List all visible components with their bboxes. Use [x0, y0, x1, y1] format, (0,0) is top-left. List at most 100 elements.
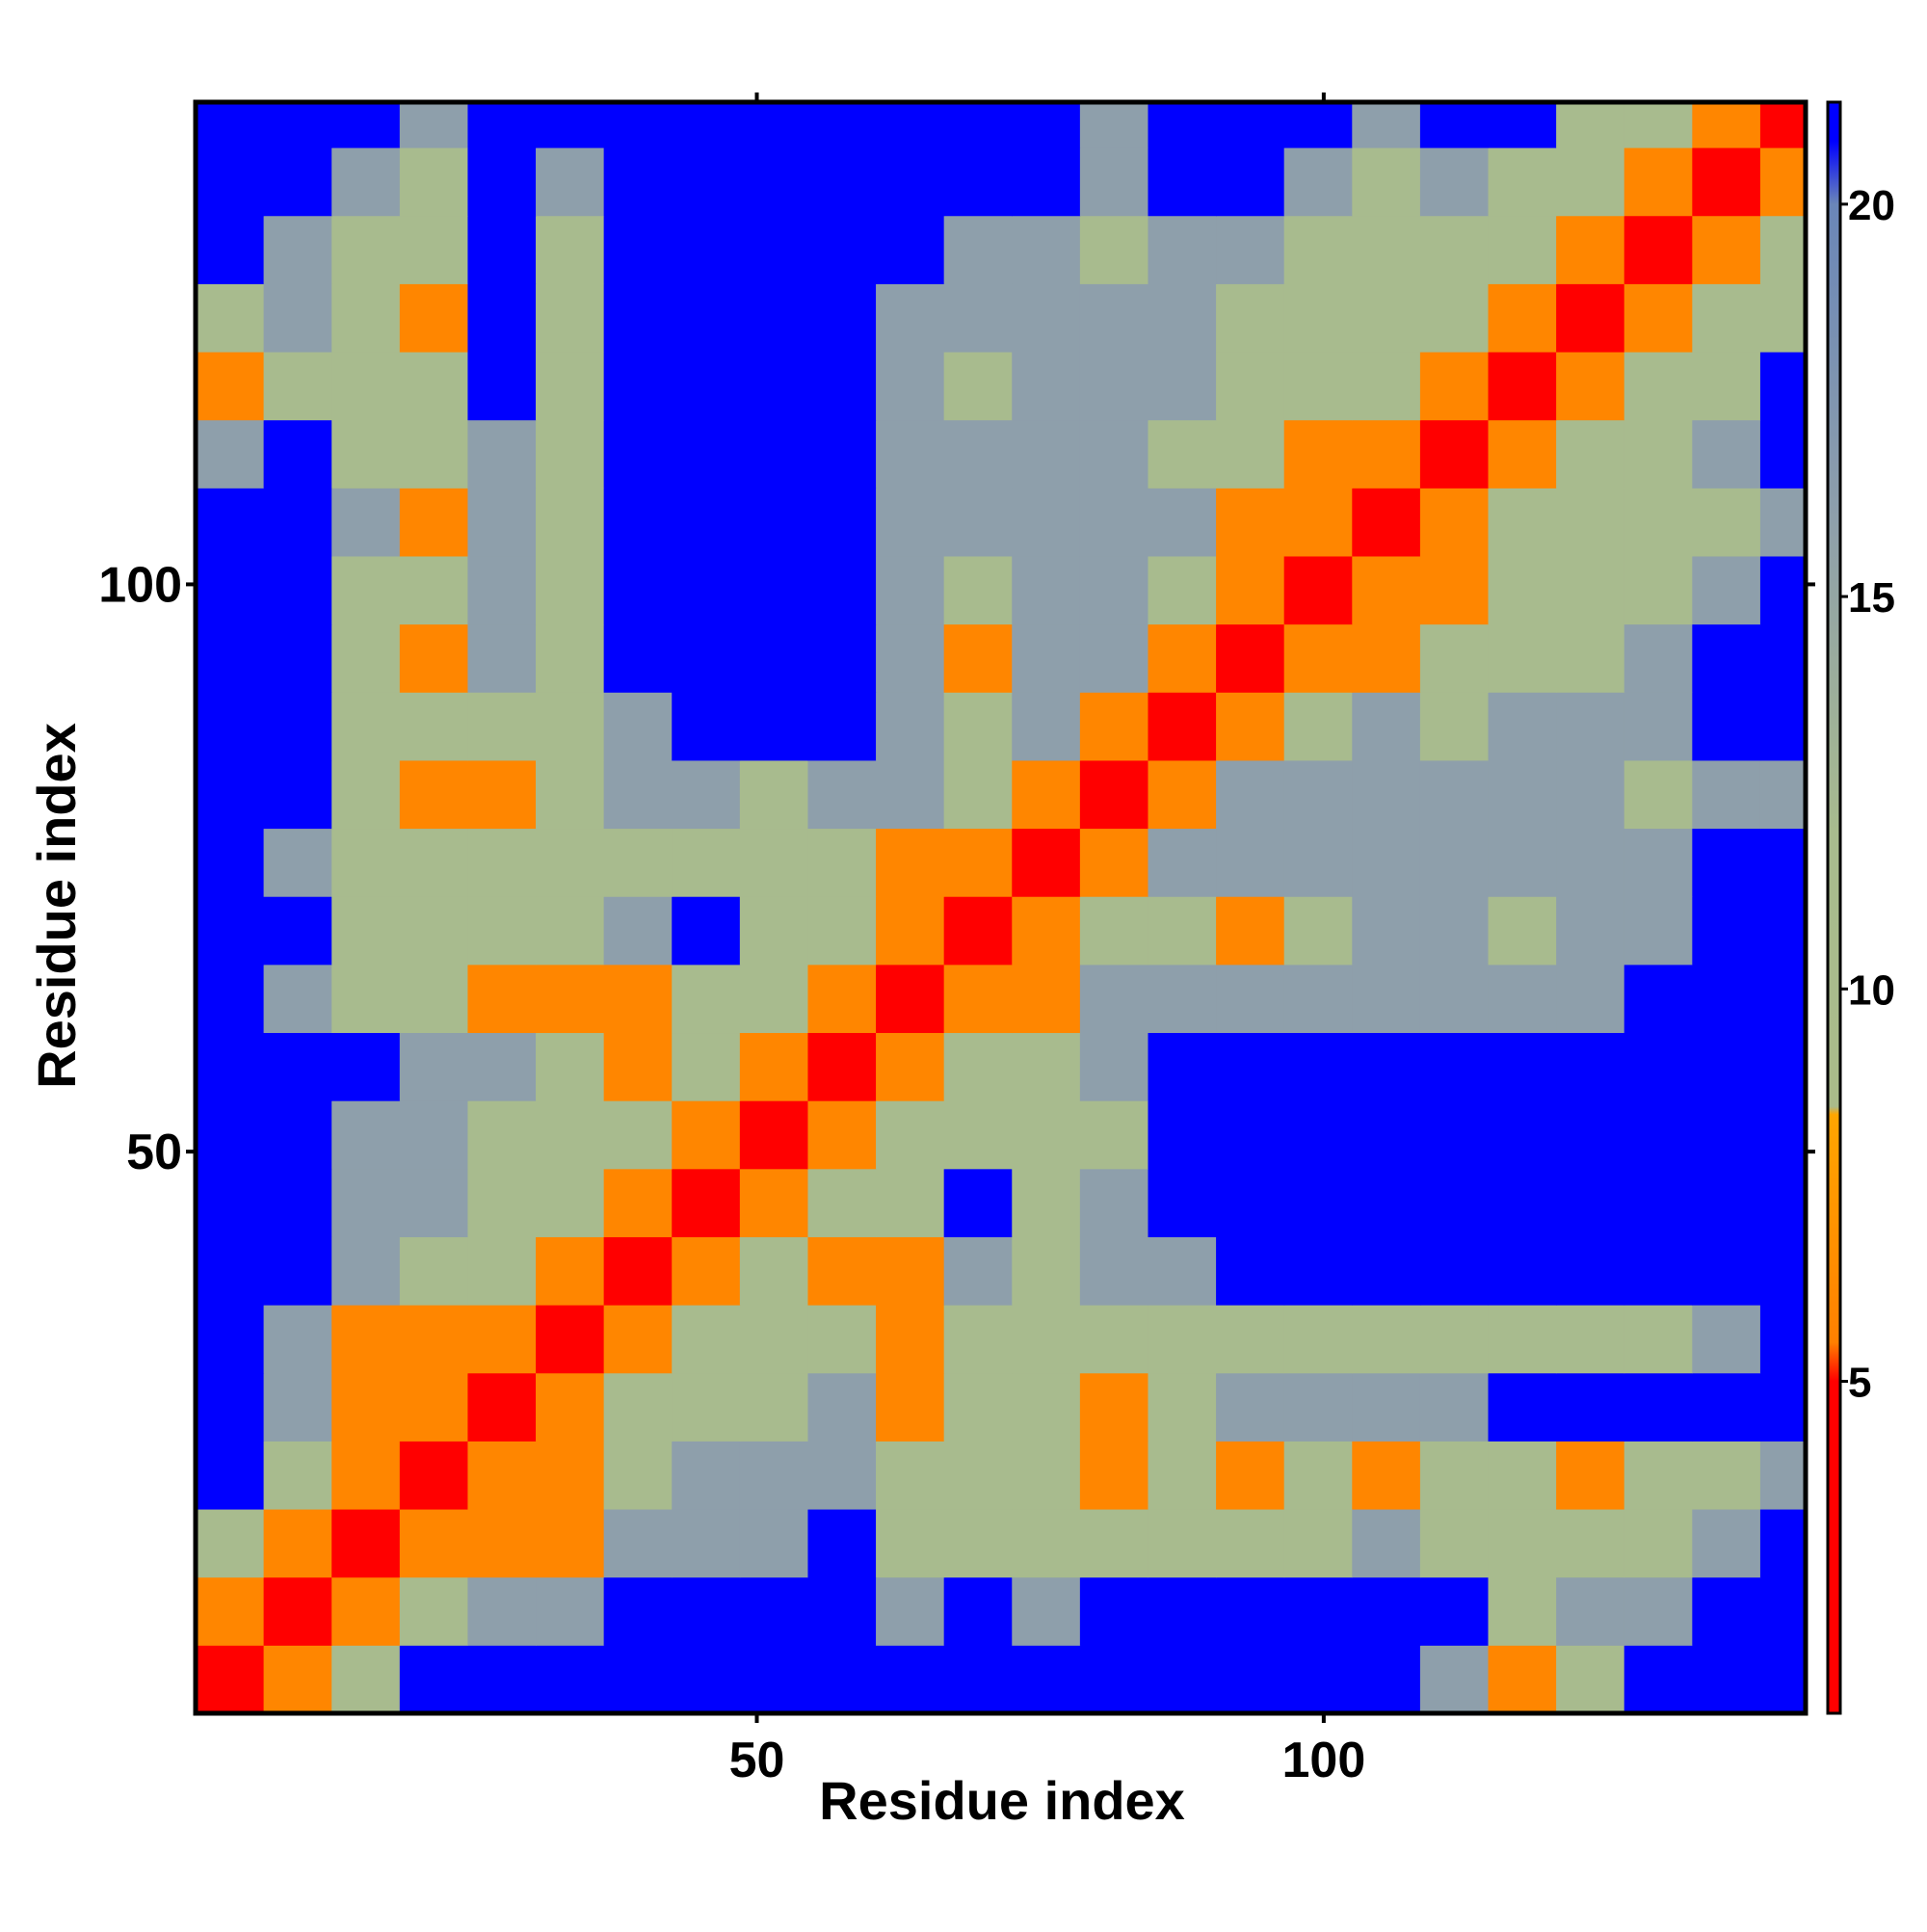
heatmap-cell [1692, 102, 1761, 148]
heatmap-cell [672, 1372, 741, 1442]
heatmap-cell [536, 1576, 605, 1646]
heatmap-cell [1352, 896, 1421, 966]
heatmap-cell [1759, 623, 1806, 693]
heatmap-cell [1419, 352, 1490, 421]
heatmap-cell [1623, 1100, 1693, 1170]
heatmap-cell [1419, 1032, 1490, 1101]
heatmap-cell [399, 1509, 468, 1578]
heatmap-cell [1079, 1032, 1148, 1101]
heatmap-cell [1012, 623, 1081, 693]
heatmap-cell [1352, 419, 1421, 489]
heatmap-cell [331, 1100, 401, 1170]
heatmap-cell [739, 623, 808, 693]
heatmap-cell [331, 1032, 401, 1101]
heatmap-cell [807, 147, 877, 217]
heatmap-cell [1759, 692, 1806, 761]
heatmap-cell [807, 1645, 877, 1713]
heatmap-cell [807, 623, 877, 693]
heatmap-cell [876, 1032, 945, 1101]
heatmap-cell [1079, 147, 1148, 217]
heatmap-cell [876, 102, 945, 148]
heatmap-cell [536, 759, 605, 830]
heatmap-cell [331, 419, 401, 489]
heatmap-cell [1283, 1645, 1353, 1713]
heatmap-cell [603, 1168, 673, 1237]
heatmap-cell [331, 1372, 401, 1442]
heatmap-cell [672, 1168, 741, 1237]
heatmap-cell [876, 692, 945, 761]
heatmap-cell [807, 1305, 877, 1374]
heatmap-cell [739, 1305, 808, 1374]
heatmap-cell [807, 555, 877, 625]
heatmap-cell [603, 283, 673, 353]
heatmap-cell [807, 759, 877, 830]
heatmap-cell [536, 1645, 605, 1713]
heatmap-cell [399, 1645, 468, 1713]
heatmap-cell [1692, 1441, 1761, 1510]
heatmap-cell [943, 1100, 1013, 1170]
heatmap-cell [263, 692, 332, 761]
heatmap-cell [1488, 419, 1557, 489]
heatmap-cell [1012, 215, 1081, 284]
colorbar-tick-label: 5 [1848, 1360, 1871, 1407]
heatmap-cell [1419, 283, 1490, 353]
heatmap-cell [467, 283, 537, 353]
heatmap-cell [467, 896, 537, 966]
heatmap-cell [399, 1441, 468, 1510]
heatmap-cell [603, 1441, 673, 1510]
heatmap-cell [1148, 102, 1217, 148]
heatmap-cell [1216, 419, 1285, 489]
heatmap-cell [739, 1441, 808, 1510]
heatmap-cell [1216, 964, 1285, 1034]
heatmap-cell [1079, 1372, 1148, 1442]
heatmap-cell [536, 623, 605, 693]
heatmap-cell [1419, 1305, 1490, 1374]
heatmap-cell [1759, 896, 1806, 966]
heatmap-cell [672, 352, 741, 421]
heatmap-cell [1488, 283, 1557, 353]
heatmap-cell [1352, 1032, 1421, 1101]
heatmap-cell [1419, 1372, 1490, 1442]
heatmap-cell [943, 488, 1013, 557]
heatmap-cell [739, 1236, 808, 1306]
heatmap-cell [739, 964, 808, 1034]
heatmap-cell [1759, 1645, 1806, 1713]
heatmap-cell [1623, 102, 1693, 148]
heatmap-cell [1692, 1032, 1761, 1101]
heatmap-cell [331, 215, 401, 284]
heatmap-cell [467, 964, 537, 1034]
heatmap-cell [603, 1645, 673, 1713]
heatmap-cell [807, 1168, 877, 1237]
heatmap-cell [807, 215, 877, 284]
heatmap-cell [739, 1168, 808, 1237]
heatmap-cell [331, 555, 401, 625]
heatmap-cell [603, 623, 673, 693]
heatmap-cell [1148, 964, 1217, 1034]
heatmap-cell [1283, 623, 1353, 693]
heatmap-cell [603, 828, 673, 897]
heatmap-cell [1216, 623, 1285, 693]
heatmap-cell [876, 828, 945, 897]
heatmap-cell [1148, 623, 1217, 693]
heatmap-cell [331, 623, 401, 693]
heatmap-cell [263, 555, 332, 625]
heatmap-cell [603, 692, 673, 761]
heatmap-cell [196, 283, 265, 353]
heatmap-cell [196, 623, 265, 693]
heatmap-cell [1012, 828, 1081, 897]
heatmap-cell [331, 1441, 401, 1510]
heatmap-cell [1148, 419, 1217, 489]
heatmap-cell [1556, 1509, 1625, 1578]
heatmap-cell [1216, 1509, 1285, 1578]
heatmap-cell [263, 1236, 332, 1306]
heatmap-cell [1419, 896, 1490, 966]
heatmap-cell [876, 1509, 945, 1578]
heatmap-cell [672, 623, 741, 693]
heatmap-cell [1079, 759, 1148, 830]
heatmap-cell [1759, 488, 1806, 557]
heatmap-cell [399, 828, 468, 897]
heatmap-cell [1012, 1168, 1081, 1237]
heatmap-cell [1352, 555, 1421, 625]
heatmap-cell [467, 1509, 537, 1578]
heatmap-cell [603, 759, 673, 830]
